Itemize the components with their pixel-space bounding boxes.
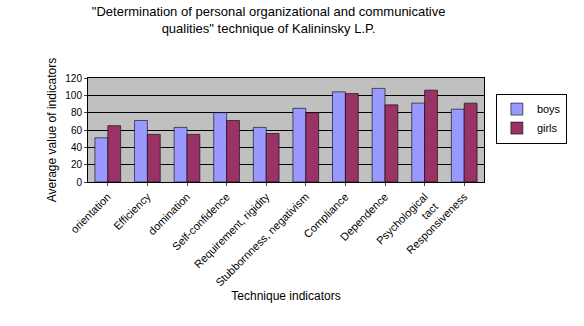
svg-text:domination: domination bbox=[146, 191, 193, 238]
svg-text:Average value of indicators: Average value of indicators bbox=[45, 58, 59, 203]
svg-text:Stubbornness, negativism: Stubbornness, negativism bbox=[213, 191, 311, 289]
svg-text:Requirement, rigidity: Requirement, rigidity bbox=[192, 190, 272, 270]
svg-text:80: 80 bbox=[71, 107, 83, 118]
svg-text:Psychologicaltact: Psychologicaltact bbox=[374, 191, 440, 257]
svg-text:Responsiveness: Responsiveness bbox=[404, 190, 470, 256]
svg-text:40: 40 bbox=[71, 142, 83, 153]
svg-text:60: 60 bbox=[71, 125, 83, 136]
svg-text:Self-confidence: Self-confidence bbox=[170, 191, 232, 253]
svg-text:"Determination of personal org: "Determination of personal organizationa… bbox=[92, 4, 446, 36]
svg-text:Technique indicators: Technique indicators bbox=[231, 289, 340, 303]
svg-text:0: 0 bbox=[76, 177, 82, 188]
svg-text:Dependence: Dependence bbox=[338, 191, 391, 244]
svg-text:20: 20 bbox=[71, 159, 83, 170]
svg-text:Compliance: Compliance bbox=[301, 191, 351, 241]
svg-text:120: 120 bbox=[65, 73, 82, 84]
svg-text:Efficiency: Efficiency bbox=[111, 190, 153, 232]
svg-text:girls: girls bbox=[537, 122, 558, 134]
svg-text:100: 100 bbox=[65, 90, 82, 101]
svg-text:orientation: orientation bbox=[68, 191, 113, 236]
svg-text:boys: boys bbox=[537, 103, 561, 115]
